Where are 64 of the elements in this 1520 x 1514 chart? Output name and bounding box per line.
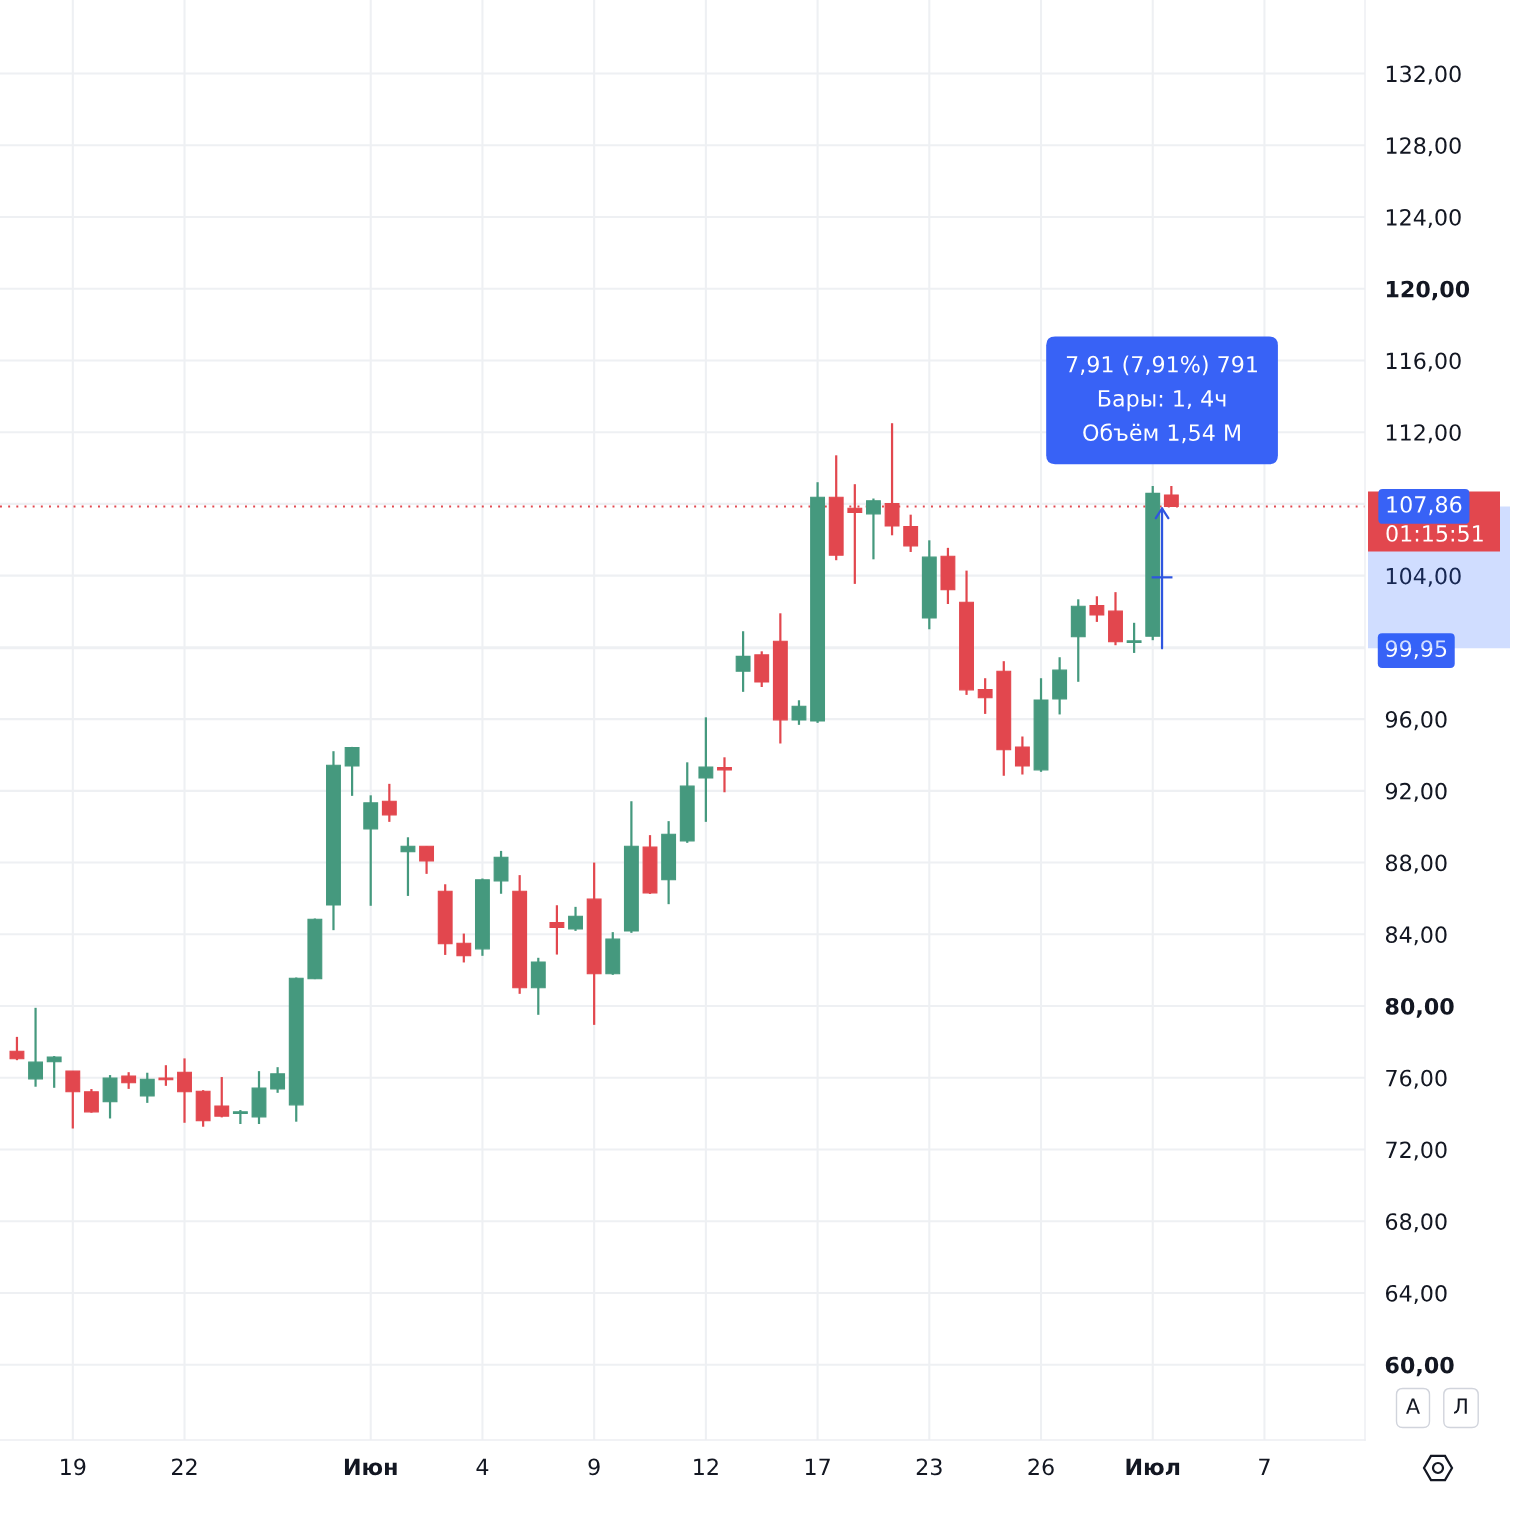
candlestick <box>28 1006 44 1088</box>
x-tick-label: 12 <box>694 1458 718 1475</box>
candlestick <box>456 932 472 964</box>
y-tick-label: 64,00 <box>1386 1284 1447 1304</box>
candlestick <box>344 745 360 797</box>
y-tick-label: 72,00 <box>1386 1141 1447 1161</box>
candlestick <box>214 1075 230 1119</box>
candlestick <box>977 677 993 716</box>
candlestick <box>65 1070 81 1130</box>
candlestick <box>1089 595 1105 624</box>
candlestick <box>549 904 565 956</box>
y-tick-label: 60,00 <box>1385 1356 1454 1377</box>
text: Л <box>1454 1398 1467 1414</box>
text: А <box>1406 1398 1420 1414</box>
y-tick-label: 116,00 <box>1386 352 1461 372</box>
x-tick-label: Июн <box>344 1458 397 1476</box>
y-tick-label: 84,00 <box>1385 926 1447 946</box>
candlestick <box>1014 735 1030 776</box>
ref-line-label: 107,86 <box>1387 496 1462 516</box>
x-tick-label: 9 <box>588 1458 600 1476</box>
candlestick <box>177 1057 192 1124</box>
x-tick-label: 17 <box>805 1458 830 1475</box>
y-tick-label: 96,00 <box>1385 711 1447 731</box>
candlestick <box>865 497 881 561</box>
candlestick <box>568 905 583 932</box>
x-tick-label: 23 <box>916 1458 942 1476</box>
text: 01:15:51 <box>1386 525 1483 542</box>
candlestick <box>158 1064 174 1087</box>
candlestick <box>400 836 416 898</box>
candlestick <box>102 1073 118 1120</box>
x-tick-label: 19 <box>61 1458 86 1476</box>
x-tick-label: Июл <box>1126 1458 1180 1476</box>
candlestick <box>381 782 397 823</box>
x-tick-label: 26 <box>1028 1458 1054 1476</box>
y-tick-label: 120,00 <box>1386 280 1470 301</box>
y-tick-label: 68,00 <box>1386 1213 1447 1233</box>
candlestick <box>270 1066 286 1094</box>
candlestick <box>1163 484 1179 508</box>
x-tick-label: 4 <box>476 1458 489 1475</box>
candlestick <box>735 630 751 693</box>
y-tick-label: 80,00 <box>1385 997 1454 1018</box>
y-tick-label: 132,00 <box>1386 65 1461 85</box>
y-tick-label: 92,00 <box>1385 782 1447 802</box>
x-tick-label: 22 <box>172 1458 197 1475</box>
candlestick <box>1126 621 1142 655</box>
candlestick <box>139 1071 155 1104</box>
candlestick <box>717 756 732 794</box>
candlestick <box>698 716 714 823</box>
candlestick <box>791 699 807 726</box>
candlestick <box>83 1087 99 1114</box>
y-tick-label: 104,00 <box>1386 567 1461 587</box>
y-tick-label: 124,00 <box>1386 208 1461 229</box>
candlestick <box>46 1054 62 1089</box>
x-tick-label: 7 <box>1259 1458 1270 1475</box>
annotation: 7,91 (7,91%) 791 Бары: 1, 4ч Объём 1,54 M <box>1066 355 1257 444</box>
y-tick-label: 76,00 <box>1386 1069 1447 1089</box>
y-tick-label: 99,95 <box>1385 640 1447 660</box>
y-tick-label: 128,00 <box>1386 137 1461 157</box>
candlestick <box>903 513 919 554</box>
candlestick <box>9 1035 25 1062</box>
y-tick-label: 112,00 <box>1386 424 1461 444</box>
candlestick <box>493 849 509 895</box>
y-tick-label: 88,00 <box>1385 854 1447 874</box>
candlestick <box>419 845 435 875</box>
